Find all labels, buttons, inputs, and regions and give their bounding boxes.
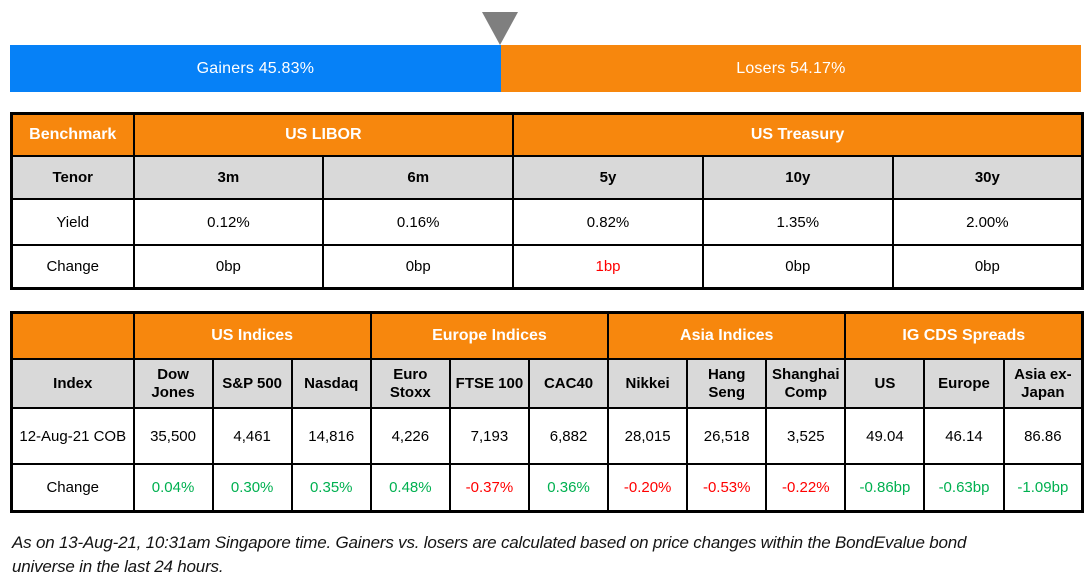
- cob-value-cell: 4,226: [369, 407, 451, 465]
- yield-label-cell: Yield: [10, 198, 135, 246]
- change-value-cell: 0.30%: [211, 463, 293, 513]
- change-value-cell: -1.09bp: [1002, 463, 1084, 513]
- index-header-cell: CAC40: [527, 358, 610, 409]
- index-corner-blank-cell: [10, 311, 135, 360]
- cob-value-cell: 14,816: [290, 407, 372, 465]
- change-value-cell: -0.86bp: [844, 463, 926, 513]
- change-value-cell: 0.35%: [290, 463, 372, 513]
- cob-value-cell: 7,193: [448, 407, 530, 465]
- tenor-cell-3m: 3m: [132, 155, 325, 200]
- indices-table: US Indices Europe Indices Asia Indices I…: [10, 311, 1085, 513]
- change-value-cell: -0.63bp: [923, 463, 1005, 513]
- cob-value-cell: 46.14: [923, 407, 1005, 465]
- change-value-cell: -0.22%: [765, 463, 847, 513]
- change-value-cell: 0bp: [701, 244, 894, 290]
- index-label-cell: Index: [10, 358, 135, 409]
- index-header-cell: FTSE 100: [448, 358, 530, 409]
- change-value-cell: 0bp: [322, 244, 515, 290]
- benchmark-table: Benchmark US LIBOR US Treasury Tenor 3m …: [10, 112, 1084, 290]
- yield-value-cell: 0.12%: [132, 198, 325, 246]
- cob-value-cell: 49.04: [844, 407, 926, 465]
- change-value-cell: -0.20%: [607, 463, 689, 513]
- change-value-cell: 0.48%: [369, 463, 451, 513]
- cob-value-cell: 6,882: [527, 407, 610, 465]
- yield-value-cell: 1.35%: [701, 198, 894, 246]
- losers-label: Losers 54.17%: [736, 59, 846, 77]
- cob-value-cell: 35,500: [132, 407, 214, 465]
- tenor-label-cell: Tenor: [10, 155, 135, 200]
- europe-indices-group-cell: Europe Indices: [369, 311, 610, 360]
- tenor-cell-10y: 10y: [701, 155, 894, 200]
- index-header-cell: Europe: [923, 358, 1005, 409]
- gainers-segment: Gainers 45.83%: [10, 45, 501, 92]
- gainers-losers-bar: Gainers 45.83% Losers 54.17%: [10, 45, 1081, 92]
- down-triangle-icon: [482, 12, 518, 45]
- benchmark-corner-cell: Benchmark: [10, 112, 135, 157]
- cob-label-cell: 12-Aug-21 COB: [10, 407, 135, 465]
- change-value-cell: 0.04%: [132, 463, 214, 513]
- index-header-cell: Asia ex-Japan: [1002, 358, 1084, 409]
- index-header-cell: S&P 500: [211, 358, 293, 409]
- us-indices-group-cell: US Indices: [132, 311, 372, 360]
- tenor-cell-5y: 5y: [512, 155, 704, 200]
- gainers-label: Gainers 45.83%: [196, 59, 315, 77]
- footnote-text: As on 13-Aug-21, 10:31am Singapore time.…: [12, 533, 967, 576]
- cob-value-cell: 86.86: [1002, 407, 1084, 465]
- index-header-cell: Nikkei: [607, 358, 689, 409]
- cob-value-cell: 3,525: [765, 407, 847, 465]
- yield-value-cell: 2.00%: [891, 198, 1084, 246]
- tenor-cell-30y: 30y: [891, 155, 1084, 200]
- change-value-cell: -0.37%: [448, 463, 530, 513]
- tenor-cell-6m: 6m: [322, 155, 515, 200]
- us-libor-group-cell: US LIBOR: [132, 112, 515, 157]
- change-value-cell: 0bp: [132, 244, 325, 290]
- index-header-cell: Hang Seng: [686, 358, 768, 409]
- change-label-cell: Change: [10, 463, 135, 513]
- cob-value-cell: 28,015: [607, 407, 689, 465]
- change-value-cell: -0.53%: [686, 463, 768, 513]
- index-header-cell: Dow Jones: [132, 358, 214, 409]
- losers-segment: Losers 54.17%: [500, 45, 1081, 92]
- ig-cds-spreads-group-cell: IG CDS Spreads: [844, 311, 1084, 360]
- yield-value-cell: 0.82%: [512, 198, 704, 246]
- index-header-cell: Nasdaq: [290, 358, 372, 409]
- cob-value-cell: 26,518: [686, 407, 768, 465]
- us-treasury-group-cell: US Treasury: [512, 112, 1084, 157]
- index-header-cell: Euro Stoxx: [369, 358, 451, 409]
- asia-indices-group-cell: Asia Indices: [607, 311, 847, 360]
- index-header-cell: Shanghai Comp: [765, 358, 847, 409]
- change-value-cell: 1bp: [512, 244, 704, 290]
- change-label-cell: Change: [10, 244, 135, 290]
- index-header-cell: US: [844, 358, 926, 409]
- change-value-cell: 0.36%: [527, 463, 610, 513]
- yield-value-cell: 0.16%: [322, 198, 515, 246]
- cob-value-cell: 4,461: [211, 407, 293, 465]
- change-value-cell: 0bp: [891, 244, 1084, 290]
